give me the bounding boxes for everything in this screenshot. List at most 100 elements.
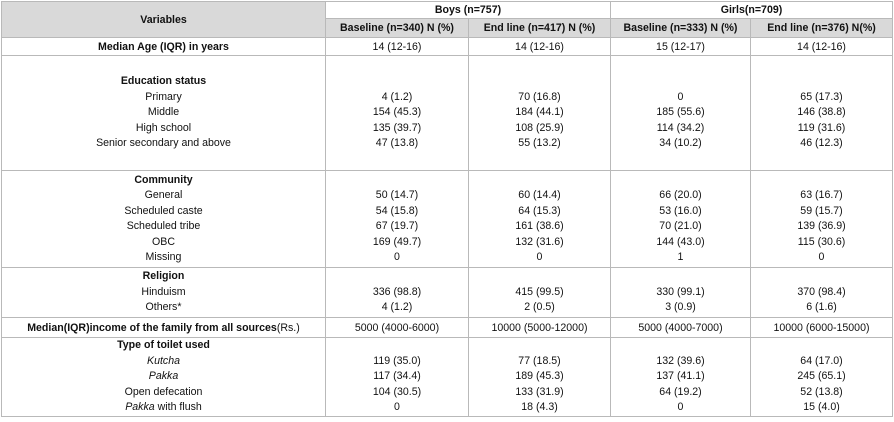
cell-value: 50 (14.7) xyxy=(375,189,419,201)
community-general-label: General xyxy=(144,189,183,201)
cell-value: 6 (1.6) xyxy=(806,301,837,314)
cell-value: 144 (43.0) xyxy=(656,235,705,248)
religion-labels: Religion Hinduism Others* xyxy=(1,267,326,318)
toilet-boys-endline: 77 (18.5) 189 (45.3) 133 (31.9) 18 (4.3) xyxy=(468,337,611,417)
median-age-girls-baseline: 15 (12-17) xyxy=(610,37,751,56)
community-girls-baseline: 66 (20.0) 53 (16.0) 70 (21.0) 144 (43.0)… xyxy=(610,170,751,268)
education-boys-endline: 70 (16.8) 184 (44.1) 108 (25.9) 55 (13.2… xyxy=(468,55,611,171)
cell-value: 0 xyxy=(677,401,684,414)
girls-endline-header: End line (n=376) N(%) xyxy=(750,18,893,38)
income-row: Median(IQR)income of the family from all… xyxy=(1,317,893,338)
toilet-pakka-flush-label: Pakka with flush xyxy=(4,400,323,415)
cell-value: 70 (16.8) xyxy=(518,90,561,103)
median-age-label: Median Age (IQR) in years xyxy=(1,37,326,56)
education-boys-baseline: 4 (1.2) 154 (45.3) 135 (39.7) 47 (13.8) xyxy=(325,55,469,171)
toilet-girls-baseline: 132 (39.6) 137 (41.1) 64 (19.2) 0 xyxy=(610,337,751,417)
education-title: Education status xyxy=(120,75,207,88)
education-girls-baseline: 0 185 (55.6) 114 (34.2) 34 (10.2) xyxy=(610,55,751,171)
cell-value: 139 (36.9) xyxy=(797,220,846,232)
community-labels: Community General Scheduled caste Schedu… xyxy=(1,170,326,268)
toilet-girls-endline: 64 (17.0) 245 (65.1) 52 (13.8) 15 (4.0) xyxy=(750,337,893,417)
religion-girls-baseline: 330 (99.1) 3 (0.9) xyxy=(610,267,751,318)
cell-value: 132 (31.6) xyxy=(515,235,564,248)
cell-value: 54 (15.8) xyxy=(375,204,419,217)
cell-value: 77 (18.5) xyxy=(518,354,561,367)
community-boys-endline: 60 (14.4) 64 (15.3) 161 (38.6) 132 (31.6… xyxy=(468,170,611,268)
cell-value: 415 (99.5) xyxy=(515,285,564,298)
cell-value: 189 (45.3) xyxy=(515,370,564,383)
religion-boys-baseline: 336 (98.8) 4 (1.2) xyxy=(325,267,469,318)
toilet-pakka-flush-rest: with flush xyxy=(154,401,202,414)
income-label-text: Median(IQR)income of the family from all… xyxy=(27,321,277,334)
education-labels: Education status Primary Middle High sch… xyxy=(1,55,326,171)
income-girls-endline: 10000 (6000-15000) xyxy=(750,317,893,338)
toilet-kutcha-label: Kutcha xyxy=(147,354,180,367)
community-st-label: Scheduled tribe xyxy=(126,220,201,232)
cell-value: 137 (41.1) xyxy=(656,370,705,383)
cell-value: 4 (1.2) xyxy=(381,90,413,103)
religion-title: Religion xyxy=(142,270,185,283)
community-title: Community xyxy=(134,173,193,186)
cell-value: 245 (65.1) xyxy=(797,370,846,383)
cell-value: 46 (12.3) xyxy=(800,137,843,150)
education-primary-label: Primary xyxy=(145,90,182,103)
toilet-labels: Type of toilet used Kutcha Pakka Open de… xyxy=(1,337,326,417)
cell-value: 67 (19.7) xyxy=(375,220,419,232)
community-sc-label: Scheduled caste xyxy=(124,204,203,217)
cell-value: 135 (39.7) xyxy=(372,121,422,134)
cell-value: 154 (45.3) xyxy=(372,106,422,119)
toilet-pakka-label: Pakka xyxy=(148,370,179,383)
toilet-open-defecation-label: Open defecation xyxy=(124,385,203,398)
income-label: Median(IQR)income of the family from all… xyxy=(1,317,326,338)
cell-value: 370 (98.4) xyxy=(797,285,846,298)
cell-value: 15 (4.0) xyxy=(803,401,840,414)
cell-value: 53 (16.0) xyxy=(659,204,702,217)
cell-value: 65 (17.3) xyxy=(800,90,843,103)
income-boys-endline: 10000 (5000-12000) xyxy=(468,317,611,338)
cell-value: 18 (4.3) xyxy=(521,401,558,414)
community-boys-baseline: 50 (14.7) 54 (15.8) 67 (19.7) 169 (49.7)… xyxy=(325,170,469,268)
cell-value: 104 (30.5) xyxy=(372,385,422,398)
cell-value: 59 (15.7) xyxy=(800,204,843,217)
cell-value: 52 (13.8) xyxy=(800,385,843,398)
cell-value: 108 (25.9) xyxy=(515,121,564,134)
education-middle-label: Middle xyxy=(147,106,180,119)
education-section: Education status Primary Middle High sch… xyxy=(1,55,893,171)
income-unit: (Rs.) xyxy=(276,321,300,334)
boys-endline-header: End line (n=417) N (%) xyxy=(468,18,611,38)
cell-value: 66 (20.0) xyxy=(659,189,702,201)
education-girls-endline: 65 (17.3) 146 (38.8) 119 (31.6) 46 (12.3… xyxy=(750,55,893,171)
income-girls-baseline: 5000 (4000-7000) xyxy=(610,317,751,338)
cell-value: 64 (17.0) xyxy=(800,354,843,367)
cell-value: 133 (31.9) xyxy=(515,385,564,398)
cell-value: 64 (15.3) xyxy=(518,204,561,217)
median-age-boys-endline: 14 (12-16) xyxy=(468,37,611,56)
boys-baseline-header: Baseline (n=340) N (%) xyxy=(325,18,469,38)
cell-value: 2 (0.5) xyxy=(524,301,555,314)
religion-section: Religion Hinduism Others* 336 (98.8) 4 (… xyxy=(1,267,893,318)
median-age-girls-endline: 14 (12-16) xyxy=(750,37,893,56)
cell-value: 185 (55.6) xyxy=(656,106,705,119)
cell-value: 0 xyxy=(818,251,825,263)
education-senior-secondary-label: Senior secondary and above xyxy=(96,137,231,150)
cell-value: 114 (34.2) xyxy=(656,121,705,134)
girls-group-header: Girls(n=709) xyxy=(610,1,893,19)
cell-value: 115 (30.6) xyxy=(797,235,846,248)
education-high-school-label: High school xyxy=(135,121,192,134)
cell-value: 70 (21.0) xyxy=(659,220,702,232)
cell-value: 0 xyxy=(677,90,684,103)
cell-value: 146 (38.8) xyxy=(797,106,846,119)
cell-value: 0 xyxy=(536,251,543,263)
cell-value: 132 (39.6) xyxy=(656,354,705,367)
community-missing-label: Missing xyxy=(145,251,182,263)
income-boys-baseline: 5000 (4000-6000) xyxy=(325,317,469,338)
cell-value: 119 (31.6) xyxy=(797,121,846,134)
community-obc-label: OBC xyxy=(152,235,175,248)
cell-value: 63 (16.7) xyxy=(800,189,843,201)
cell-value: 117 (34.4) xyxy=(373,370,421,383)
cell-value: 3 (0.9) xyxy=(665,301,696,314)
religion-girls-endline: 370 (98.4) 6 (1.6) xyxy=(750,267,893,318)
cell-value: 0 xyxy=(394,251,400,263)
cell-value: 161 (38.6) xyxy=(515,220,564,232)
